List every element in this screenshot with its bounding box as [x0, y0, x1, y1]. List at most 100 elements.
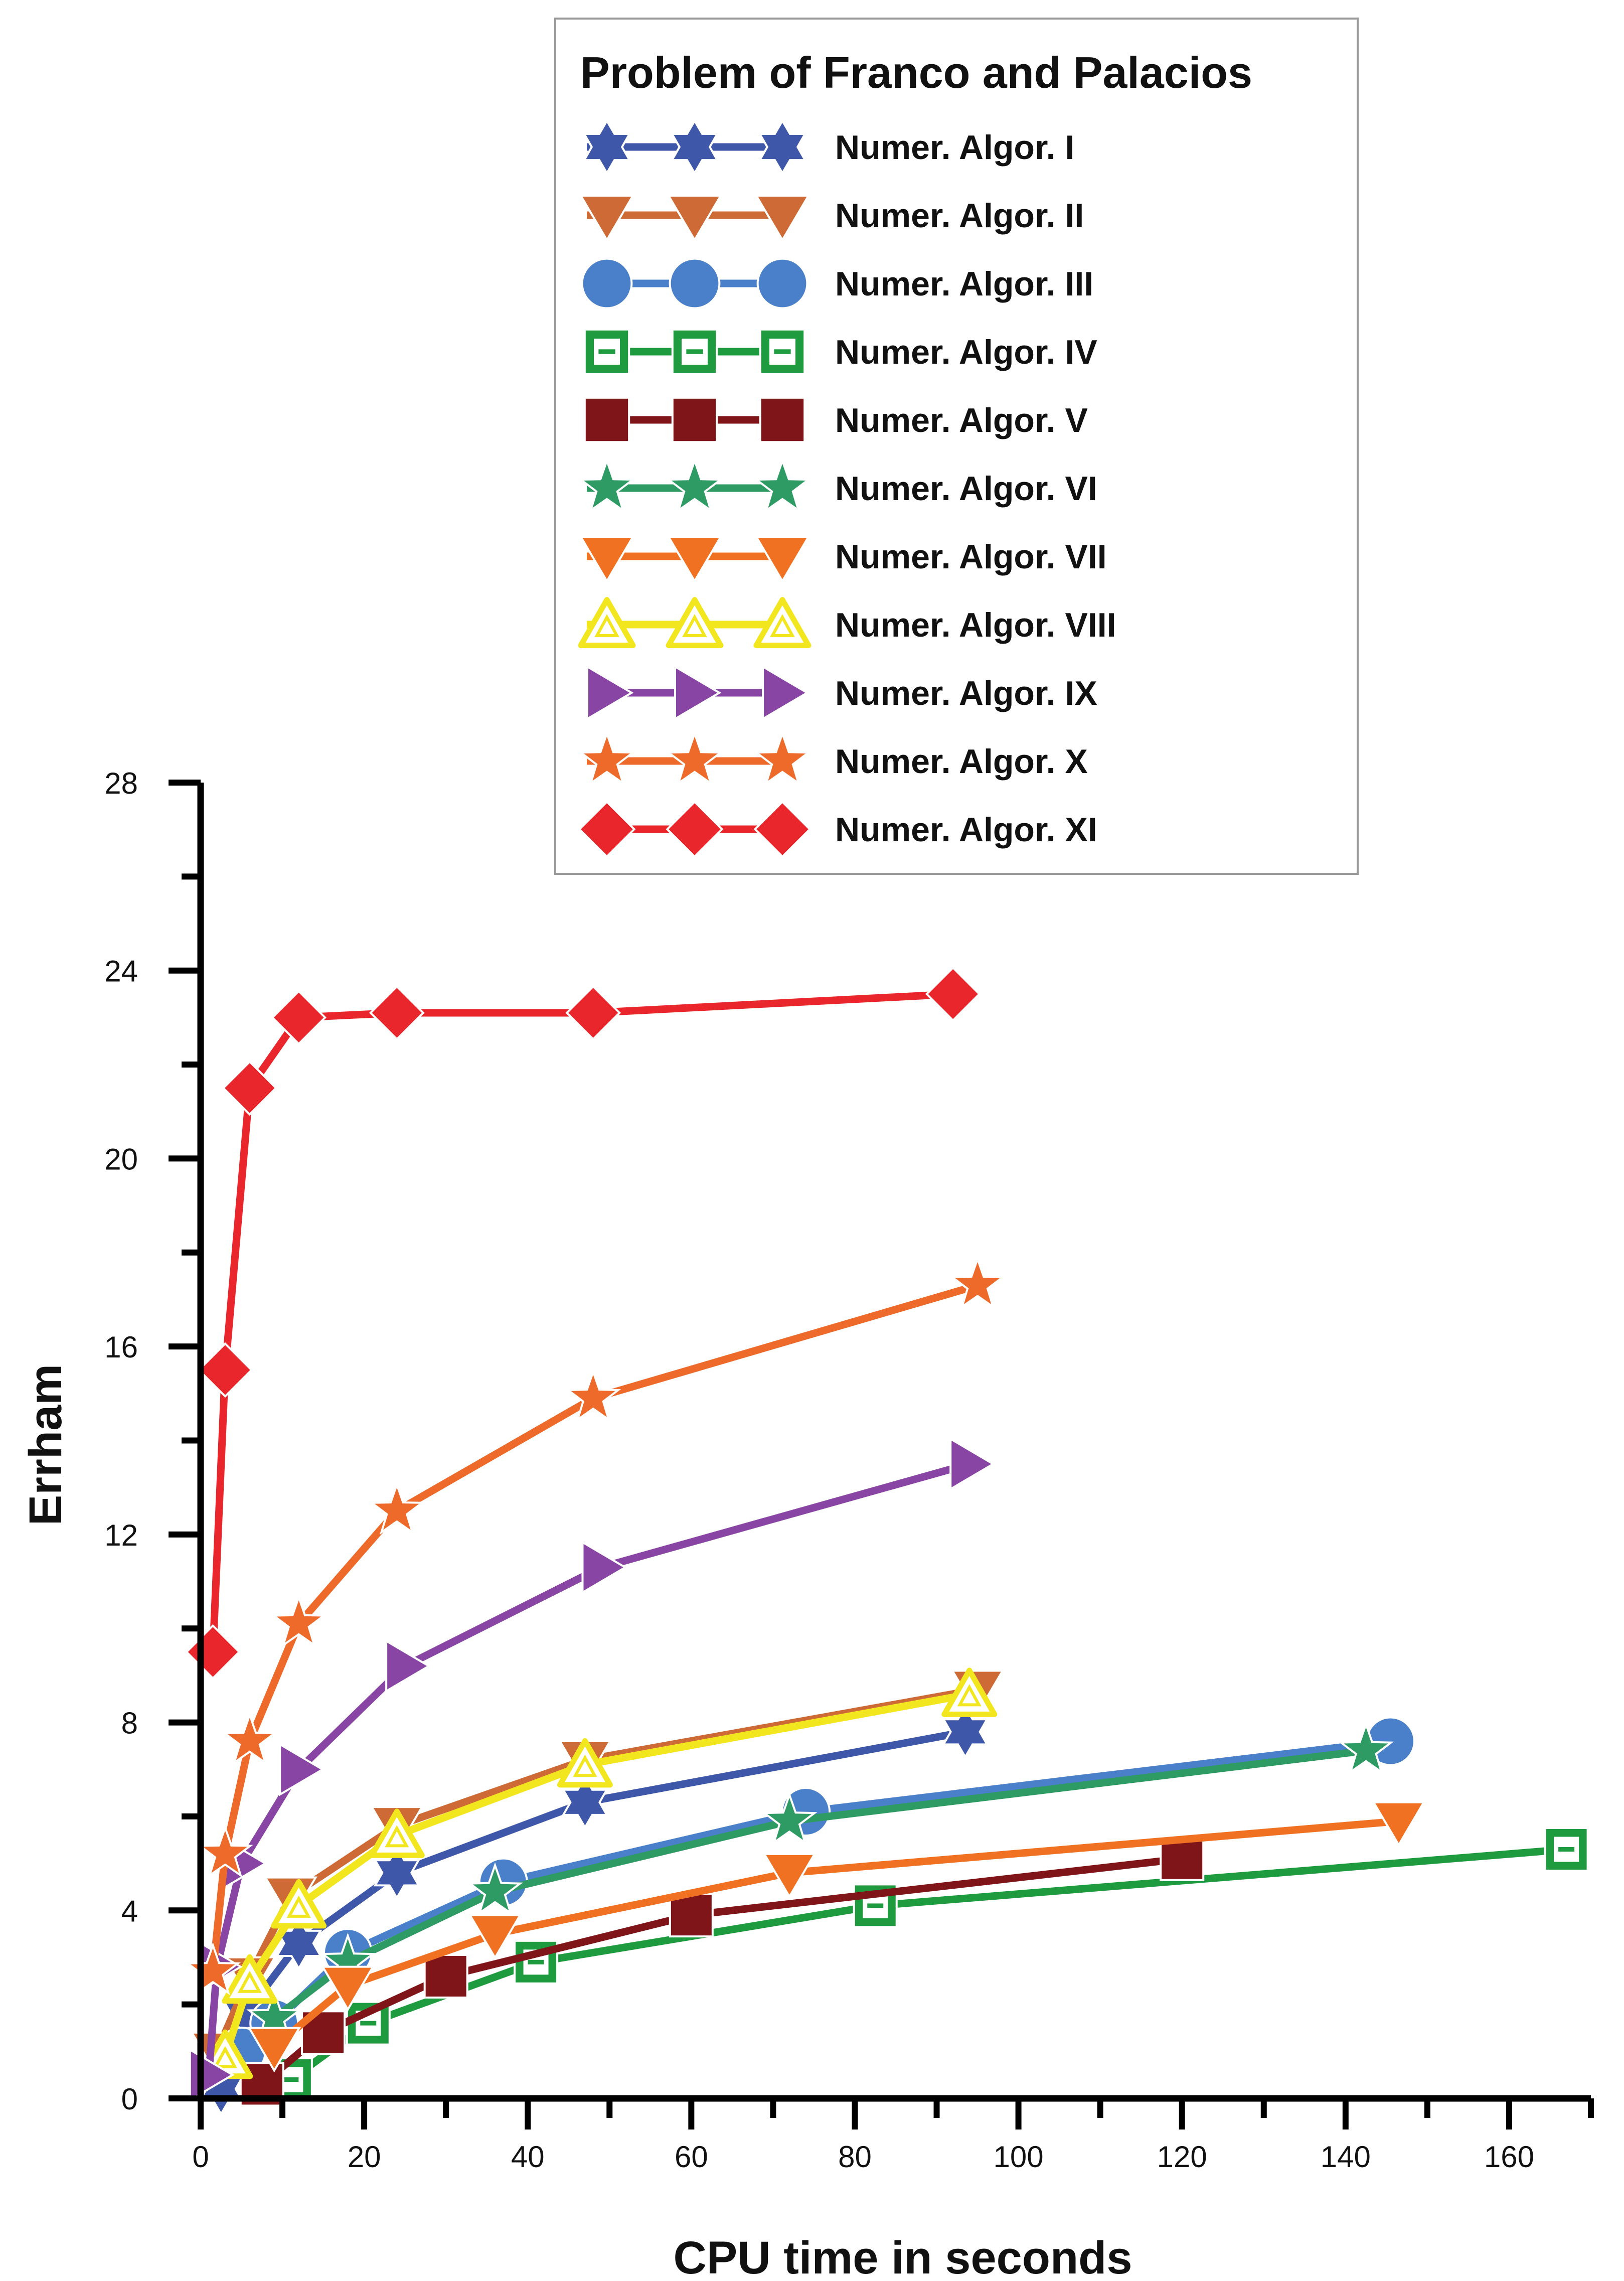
legend-marker-bar	[686, 349, 703, 354]
legend-marker	[586, 665, 634, 721]
data-point	[369, 1808, 425, 1858]
legend-item: Numer. Algor. IX	[586, 665, 1097, 721]
legend-marker	[578, 730, 636, 786]
data-point	[373, 1846, 421, 1900]
y-tick-label: 24	[104, 955, 138, 988]
legend-label: Numer. Algor. III	[835, 265, 1093, 303]
y-tick-label: 28	[104, 767, 138, 800]
legend-label: Numer. Algor. IX	[835, 674, 1097, 712]
legend-marker-outline	[578, 597, 636, 649]
legend-marker	[756, 257, 808, 310]
legend-marker	[666, 597, 724, 649]
data-point	[321, 1965, 375, 2012]
legend-marker	[666, 458, 724, 513]
data-point	[925, 966, 981, 1022]
data-point	[941, 1705, 989, 1759]
x-ticks: 0 20 40 60 80 100 120 140 160	[192, 2098, 1594, 2174]
x-tick-label: 100	[994, 2140, 1044, 2174]
x-tick-label: 140	[1321, 2140, 1371, 2174]
x-tick-label: 20	[348, 2140, 381, 2174]
legend-marker	[753, 597, 811, 649]
legend-marker	[670, 119, 719, 175]
legend-marker-outline	[753, 597, 811, 649]
legend-marker	[671, 396, 718, 443]
y-tick-label: 8	[121, 1707, 138, 1740]
data-point	[301, 2010, 346, 2055]
data-point-outline	[369, 1808, 425, 1858]
data-point	[271, 990, 327, 1045]
data-point	[247, 2027, 301, 2073]
legend-marker	[579, 195, 635, 242]
legend-marker-outer	[583, 328, 630, 375]
data-point-outline	[271, 1879, 327, 1929]
legend-marker	[759, 396, 806, 443]
data-point	[1372, 1801, 1426, 1847]
plot-series	[185, 966, 1589, 2116]
data-point	[514, 1939, 559, 1985]
legend-items: Numer. Algor. I Numer. Algor. II Numer. Al…	[578, 119, 1116, 858]
series-6	[246, 1721, 1394, 2043]
legend-marker	[671, 328, 718, 375]
legend-marker	[583, 328, 630, 375]
legend-marker-bar	[598, 349, 615, 354]
data-point	[557, 1738, 613, 1788]
legend-item: Numer. Algor. I	[582, 119, 1074, 175]
legend-item: Numer. Algor. VII	[579, 536, 1107, 583]
data-point	[222, 1060, 278, 1116]
legend-label: Numer. Algor. IV	[835, 333, 1097, 371]
legend-title: Problem of Franco and Palacios	[580, 48, 1252, 97]
legend-marker	[758, 119, 807, 175]
legend-item: Numer. Algor. II	[579, 195, 1084, 242]
data-point	[1544, 1827, 1589, 1872]
data-point-bar	[282, 2077, 299, 2082]
data-point	[222, 1712, 278, 1765]
data-point-outline	[941, 1667, 998, 1717]
legend-label: Numer. Algor. VI	[835, 470, 1097, 508]
legend-marker	[666, 800, 724, 858]
y-ticks: 0 4 8 12 16 20 24 28	[104, 767, 201, 2116]
data-point-outline	[222, 1954, 278, 2004]
y-tick-label: 4	[121, 1894, 138, 1928]
data-point	[941, 1667, 998, 1717]
data-point	[385, 1639, 431, 1693]
data-point	[423, 1953, 468, 1999]
legend-label: Numer. Algor. V	[835, 401, 1088, 439]
data-point	[561, 1775, 609, 1830]
data-point-inner	[957, 1684, 982, 1707]
y-axis-label: Errham	[20, 1364, 71, 1526]
legend-marker	[579, 536, 635, 583]
y-tick-label: 12	[104, 1518, 138, 1552]
data-point	[185, 1624, 241, 1680]
legend-marker	[669, 257, 721, 310]
data-point	[761, 1791, 818, 1845]
legend-label: Numer. Algor. II	[835, 197, 1084, 235]
series-10	[185, 1256, 1006, 1996]
legend-item: Numer. Algor. VIII	[578, 597, 1116, 649]
data-point-inner	[573, 1754, 597, 1777]
legend-marker	[578, 800, 636, 858]
data-point-inner	[286, 1895, 311, 1918]
data-point	[467, 1862, 523, 1916]
data-point	[222, 1954, 278, 2004]
data-point	[197, 1824, 253, 1878]
legend-marker	[762, 665, 809, 721]
data-point	[949, 1256, 1006, 1309]
legend-marker	[759, 328, 806, 375]
legend-marker	[581, 257, 633, 310]
data-point-inner	[213, 2046, 237, 2068]
legend-marker	[578, 597, 636, 649]
data-point-bar	[528, 1959, 544, 1964]
legend-item: Numer. Algor. V	[583, 396, 1088, 443]
data-point	[762, 1853, 817, 1899]
legend-item: Numer. Algor. III	[581, 257, 1093, 310]
legend-item: Numer. Algor. X	[578, 730, 1088, 786]
legend-marker-inner	[682, 614, 707, 637]
legend-label: Numer. Algor. VII	[835, 538, 1107, 576]
data-point	[581, 1540, 627, 1594]
y-tick-label: 20	[104, 1142, 138, 1176]
data-point	[468, 1914, 522, 1960]
x-tick-label: 60	[675, 2140, 708, 2174]
data-point	[270, 1594, 327, 1648]
legend-marker-outline	[666, 597, 724, 649]
data-point	[1338, 1721, 1394, 1775]
